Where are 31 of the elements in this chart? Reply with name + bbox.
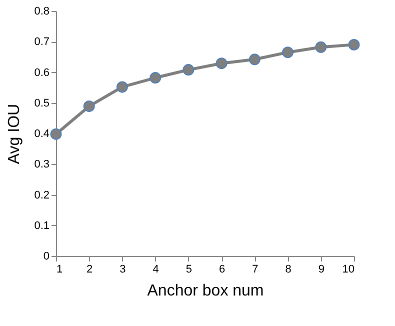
point xyxy=(248,54,260,66)
y-tick-label: 0.8 xyxy=(34,6,50,18)
x-tick-label: 10 xyxy=(342,264,354,276)
point xyxy=(83,100,95,112)
x-tick-label: 9 xyxy=(318,264,324,276)
x-tick-label: 5 xyxy=(186,264,192,276)
x-tick-label: 6 xyxy=(218,264,226,276)
y-tick-label: 0.1 xyxy=(34,220,50,232)
y-tick-label: 0.2 xyxy=(34,189,50,202)
y-axis-title: Avg IOU xyxy=(6,104,24,164)
x-tick-label: 7 xyxy=(252,264,258,276)
point xyxy=(116,81,128,93)
point xyxy=(50,128,62,140)
point xyxy=(150,72,162,84)
y-tick-label: 0.5 xyxy=(34,97,50,110)
y-tick-label: 0.3 xyxy=(34,158,50,171)
point xyxy=(216,58,228,70)
point xyxy=(282,46,294,58)
x-tick-label: 8 xyxy=(285,264,292,276)
x-tick-label: 4 xyxy=(152,264,159,276)
y-tick-label: 0.6 xyxy=(34,66,50,79)
y-tick-label: 0.4 xyxy=(34,128,50,140)
x-tick-label: 3 xyxy=(120,264,126,276)
point xyxy=(182,64,194,76)
x-tick-label: 1 xyxy=(56,264,63,276)
x-tick-label: 2 xyxy=(86,264,93,276)
point xyxy=(348,38,360,50)
x-axis-title: Anchor box num xyxy=(147,282,264,300)
point xyxy=(315,41,327,53)
y-tick-label: 0 xyxy=(43,250,50,262)
y-tick-label: 0.7 xyxy=(34,36,50,48)
